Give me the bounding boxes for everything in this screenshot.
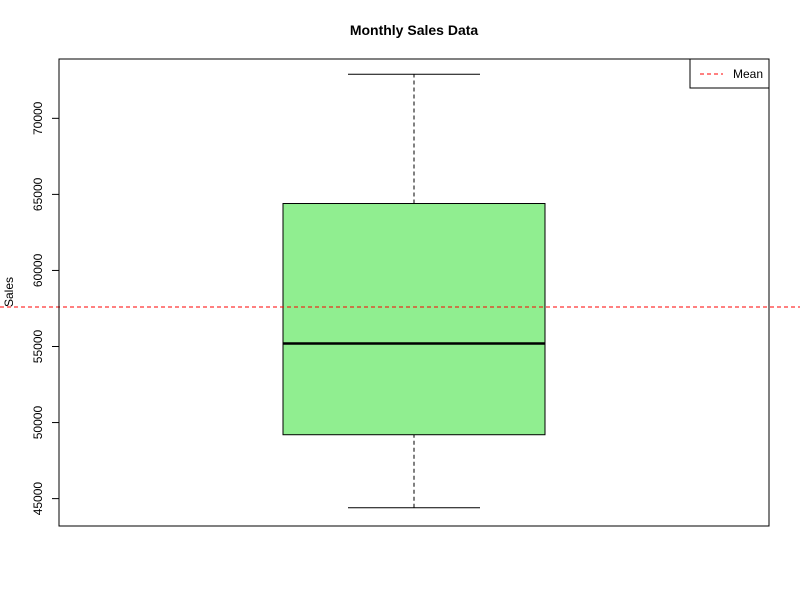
- marks-layer: [0, 73, 800, 509]
- y-tick-label: 45000: [31, 482, 45, 516]
- y-tick-label: 65000: [31, 177, 45, 211]
- y-tick-label: 50000: [31, 406, 45, 440]
- legend-frame: [689, 58, 770, 89]
- chart-title: Monthly Sales Data: [350, 22, 479, 38]
- y-axis: 45000 50000 55000 60000 65000 70000: [31, 101, 60, 516]
- legend: Mean: [689, 58, 770, 89]
- y-axis-label: Sales: [2, 277, 16, 307]
- y-tick-label: 60000: [31, 253, 45, 287]
- y-tick-label: 70000: [31, 101, 45, 135]
- y-tick-label: 55000: [31, 329, 45, 363]
- box-iqr: [282, 203, 546, 436]
- legend-mean-label: Mean: [733, 67, 763, 81]
